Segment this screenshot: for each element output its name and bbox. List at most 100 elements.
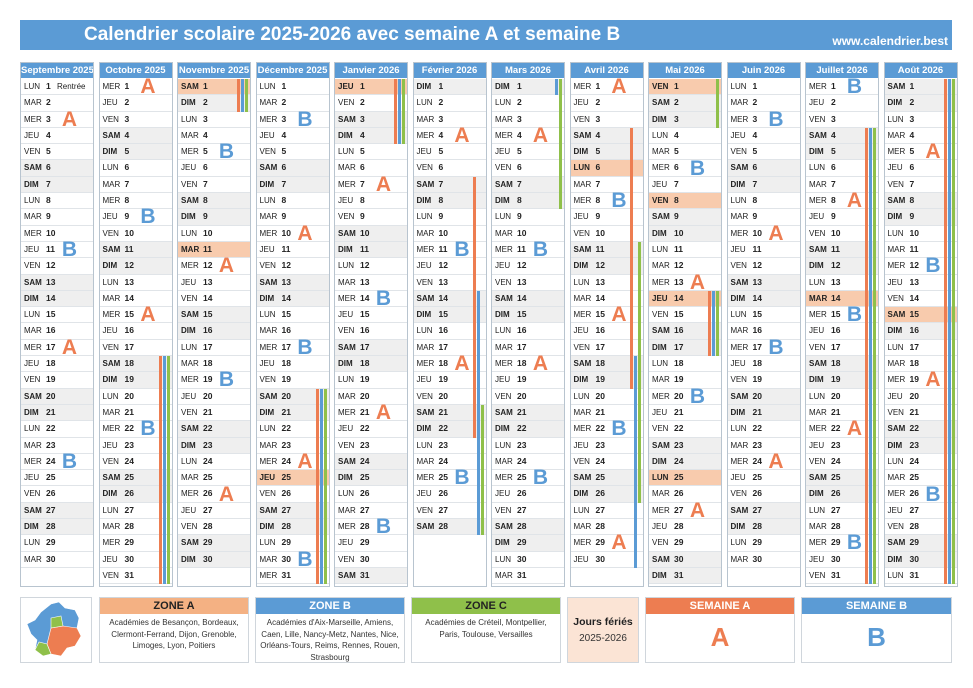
day-number: 18: [360, 358, 370, 369]
day-cell: SAM 4: [806, 127, 878, 145]
day-number: 20: [124, 390, 134, 401]
day-number: 30: [124, 553, 134, 564]
day-number: 21: [203, 406, 213, 417]
day-number: 22: [438, 423, 448, 434]
weekday-label: LUN: [181, 228, 198, 238]
week-label: A: [140, 303, 156, 327]
weekday-label: LUN: [102, 163, 119, 173]
weekday-label: SAM: [652, 98, 670, 108]
france-map-icon: [26, 601, 82, 657]
day-cell: SAM 21: [492, 404, 564, 422]
day-number: 13: [46, 276, 56, 287]
month-column: Décembre 2025 LUN 1 MAR 2 MER 3 JEU 4 VEN 5 SAM 6 DIM…: [255, 62, 330, 587]
day-cell: SAM 10: [335, 225, 407, 242]
day-number: 10: [124, 227, 134, 238]
day-cell: LUN 5: [335, 144, 407, 161]
legend-zone-b-title: ZONE B: [256, 598, 404, 614]
day-cell: DIM 5: [99, 144, 172, 161]
month-header: Novembre 2025: [178, 63, 250, 78]
day-cell: VEN 12: [21, 258, 93, 275]
day-number: 28: [281, 521, 291, 532]
day-number: 4: [46, 129, 51, 140]
weekday-label: VEN: [181, 407, 198, 417]
day-cell: MER 13: [649, 275, 721, 291]
weekday-label: MER: [495, 130, 513, 140]
weekday-label: MAR: [338, 277, 356, 287]
day-number: 15: [674, 309, 684, 320]
day-cell: VEN 12: [256, 258, 329, 275]
weekday-label: VEN: [495, 505, 512, 515]
day-cell: DIM 15: [492, 307, 564, 324]
weekday-label: LUN: [416, 212, 433, 222]
weekday-label: SAM: [495, 179, 513, 189]
day-cell: SAM 1: [178, 79, 250, 96]
week-label: A: [611, 75, 627, 98]
weekday-label: LUN: [809, 505, 826, 515]
day-number: 11: [595, 243, 605, 254]
day-cell: VEN 17: [99, 340, 172, 357]
day-number: 17: [517, 341, 527, 352]
day-number: 23: [203, 439, 213, 450]
day-cell: JEU 13: [178, 275, 250, 291]
day-cell: DIM 15: [413, 307, 486, 324]
day-cell: JEU 14: [649, 290, 721, 308]
day-cell: VEN 6: [492, 160, 564, 177]
day-cell: DIM 8: [413, 193, 486, 210]
day-number: 11: [438, 243, 448, 254]
weekday-label: JEU: [809, 212, 825, 222]
weekday-label: VEN: [102, 228, 119, 238]
day-number: 25: [909, 472, 919, 483]
day-number: 19: [438, 374, 448, 385]
weekday-label: DIM: [495, 196, 510, 206]
day-number: 28: [438, 521, 448, 532]
weekday-label: MER: [730, 342, 749, 352]
day-number: 24: [674, 455, 684, 466]
day-number: 16: [909, 325, 919, 336]
week-label: A: [61, 107, 77, 131]
day-number: 28: [360, 521, 370, 532]
month-column: Juillet 2026 MER 1 JEU 2 VEN 3 SAM 4 DIM 5 LUN 6 MAR 7…: [805, 62, 879, 587]
legend-zone-c: ZONE C Académies de Créteil, Montpellier…: [411, 597, 561, 663]
weekday-label: DIM: [181, 326, 196, 336]
weekday-label: SAM: [338, 114, 356, 124]
weekday-label: VEN: [259, 147, 276, 157]
vacation-bar-zone-b: [162, 356, 166, 585]
weekday-label: MAR: [181, 244, 200, 254]
month-header: Avril 2026: [570, 63, 643, 78]
day-cell: LUN 19: [335, 372, 407, 389]
day-number: 2: [438, 97, 444, 108]
site-link[interactable]: www.calendrier.best: [832, 34, 948, 48]
weekday-label: VEN: [24, 261, 41, 271]
day-number: 20: [517, 390, 527, 401]
weekday-label: MER: [652, 505, 670, 515]
day-cell: SAM 8: [178, 193, 250, 210]
day-number: 13: [595, 276, 605, 287]
day-number: 17: [595, 341, 605, 352]
day-number: 18: [281, 358, 291, 369]
weekday-label: MAR: [259, 212, 278, 222]
day-number: 20: [674, 390, 684, 401]
day-number: 13: [438, 276, 448, 287]
day-number: 21: [360, 406, 370, 417]
day-cell: JEU 30: [570, 552, 643, 568]
day-cell: LUN 29: [256, 535, 329, 552]
weekday-label: DIM: [730, 179, 746, 189]
day-cell: MER 8: [806, 193, 878, 210]
day-cell: SAM 6: [727, 160, 800, 177]
weekday-label: SAM: [573, 130, 592, 140]
day-number: 4: [595, 129, 601, 140]
day-cell: VEN 5: [727, 144, 800, 161]
day-cell: JEU 11: [256, 242, 329, 259]
day-number: 14: [831, 292, 841, 303]
day-cell: VEN 19: [727, 372, 800, 389]
day-cell: DIM 14: [727, 290, 800, 308]
weekday-label: DIM: [181, 212, 196, 222]
weekday-label: JEU: [24, 359, 40, 369]
day-cell: LUN 20: [99, 389, 172, 405]
day-cell: LUN 27: [806, 503, 878, 520]
day-number: 30: [203, 553, 213, 564]
day-number: 6: [831, 162, 836, 173]
vacation-bar-zone-c: [245, 79, 248, 112]
day-cell: MAR 7: [806, 177, 878, 194]
day-cell: LUN 2: [492, 95, 564, 112]
